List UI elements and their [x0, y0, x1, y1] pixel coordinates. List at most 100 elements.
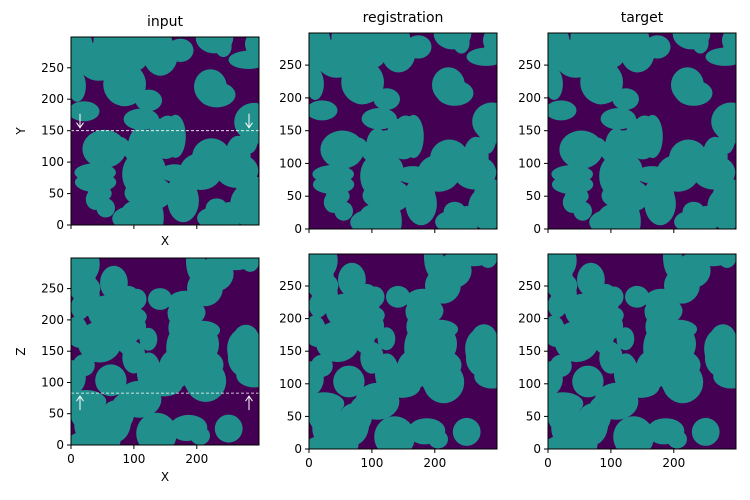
x-axis-label: X [161, 234, 169, 248]
phase-blob [674, 210, 710, 229]
phase-blob [625, 285, 649, 308]
phase-blob [572, 365, 604, 398]
phase-blob [691, 417, 720, 446]
phase-blob [405, 182, 437, 226]
phase-blob [435, 254, 472, 288]
phase-blob [331, 33, 354, 54]
phase-blob [349, 81, 374, 105]
phase-blob [589, 209, 633, 229]
y-tick-label: 250 [279, 279, 302, 293]
phase-blob [309, 393, 335, 432]
y-tick-label: 200 [279, 312, 302, 326]
phase-blob [707, 188, 736, 227]
panel-registration-xy: 0 50 100 150 200 250 registration [279, 10, 498, 236]
y-tick-label: 50 [526, 189, 541, 203]
y-tick-label: 100 [41, 155, 64, 169]
y-tick-label: 250 [518, 279, 541, 293]
panel-input-xz: 0 50 100 150 200 250 0 100 200 X Z [14, 257, 260, 484]
phase-blob [334, 201, 354, 221]
phase-blob [194, 69, 227, 105]
phase-blob [548, 54, 568, 73]
phase-blob [595, 311, 624, 340]
phase-blob [165, 114, 186, 158]
y-tick-label: 50 [526, 409, 541, 423]
phase-blob [320, 130, 365, 169]
phase-blob [71, 258, 100, 284]
phase-blob [356, 311, 385, 340]
phase-blob [599, 156, 626, 196]
phase-blob [136, 412, 177, 445]
y-tick-label: 150 [518, 344, 541, 358]
phase-blob [613, 416, 654, 449]
heatmap-image [548, 33, 736, 229]
y-tick-label: 250 [41, 61, 64, 75]
x-tick-label: 200 [662, 456, 685, 470]
x-tick-label: 0 [305, 456, 313, 470]
phase-blob [93, 37, 116, 58]
y-tick-label: 0 [56, 438, 64, 452]
phase-blob [312, 165, 355, 184]
phase-blob [587, 396, 612, 433]
phase-blob [96, 198, 115, 218]
phase-blob [310, 354, 333, 377]
phase-blob [669, 139, 708, 178]
phase-blob [431, 280, 448, 301]
phase-blob [143, 37, 178, 76]
phase-blob [408, 418, 446, 444]
phase-blob [599, 341, 623, 374]
y-tick-label: 100 [518, 377, 541, 391]
phase-blob [74, 163, 116, 182]
phase-blob [374, 416, 415, 449]
phase-blob [548, 322, 570, 348]
phase-blob [600, 108, 636, 130]
y-tick-label: 50 [49, 187, 64, 201]
y-tick-label: 150 [279, 344, 302, 358]
phase-blob [197, 206, 233, 225]
phase-blob [166, 328, 188, 369]
phase-blob [325, 188, 350, 205]
y-tick-label: 200 [518, 91, 541, 105]
x-tick-label: 200 [423, 456, 446, 470]
phase-blob [604, 286, 624, 308]
panel-target-xz: 0 50 100 150 200 250 0 100 200 [518, 253, 737, 470]
phase-blob [192, 138, 231, 177]
y-axis-label: Z [14, 347, 28, 355]
phase-blob [430, 139, 469, 178]
y-tick-label: 250 [41, 282, 64, 296]
phase-blob [588, 81, 613, 105]
phase-blob [361, 108, 397, 130]
phase-blob [110, 394, 135, 430]
phase-blob [114, 51, 147, 72]
phase-blob [548, 100, 577, 121]
phase-blob [309, 100, 338, 121]
phase-blob [87, 185, 112, 202]
phase-blob [551, 165, 593, 184]
phase-blob [374, 179, 411, 212]
phase-blob [549, 354, 572, 377]
phase-blob [405, 299, 436, 326]
y-tick-label: 200 [41, 313, 64, 327]
y-tick-label: 50 [287, 189, 302, 203]
phase-blob [230, 185, 259, 224]
y-tick-label: 200 [41, 92, 64, 106]
phase-blob [463, 136, 489, 177]
y-tick-label: 0 [56, 218, 64, 232]
panel-title: target [621, 10, 664, 26]
panel-title: input [147, 14, 184, 30]
y-tick-label: 250 [518, 58, 541, 72]
phase-blob [348, 396, 373, 433]
y-tick-label: 150 [279, 124, 302, 138]
phase-blob [403, 114, 424, 159]
phase-blob [674, 254, 711, 288]
phase-blob [233, 344, 259, 382]
y-tick-label: 0 [533, 222, 541, 236]
x-tick-label: 100 [599, 456, 622, 470]
phase-blob [352, 48, 385, 69]
phase-blob [309, 322, 331, 348]
guide-arrow-head [245, 122, 253, 129]
phase-blob [240, 258, 259, 272]
phase-blob [466, 47, 497, 66]
phase-blob [309, 68, 324, 100]
heatmap-image [548, 254, 736, 449]
